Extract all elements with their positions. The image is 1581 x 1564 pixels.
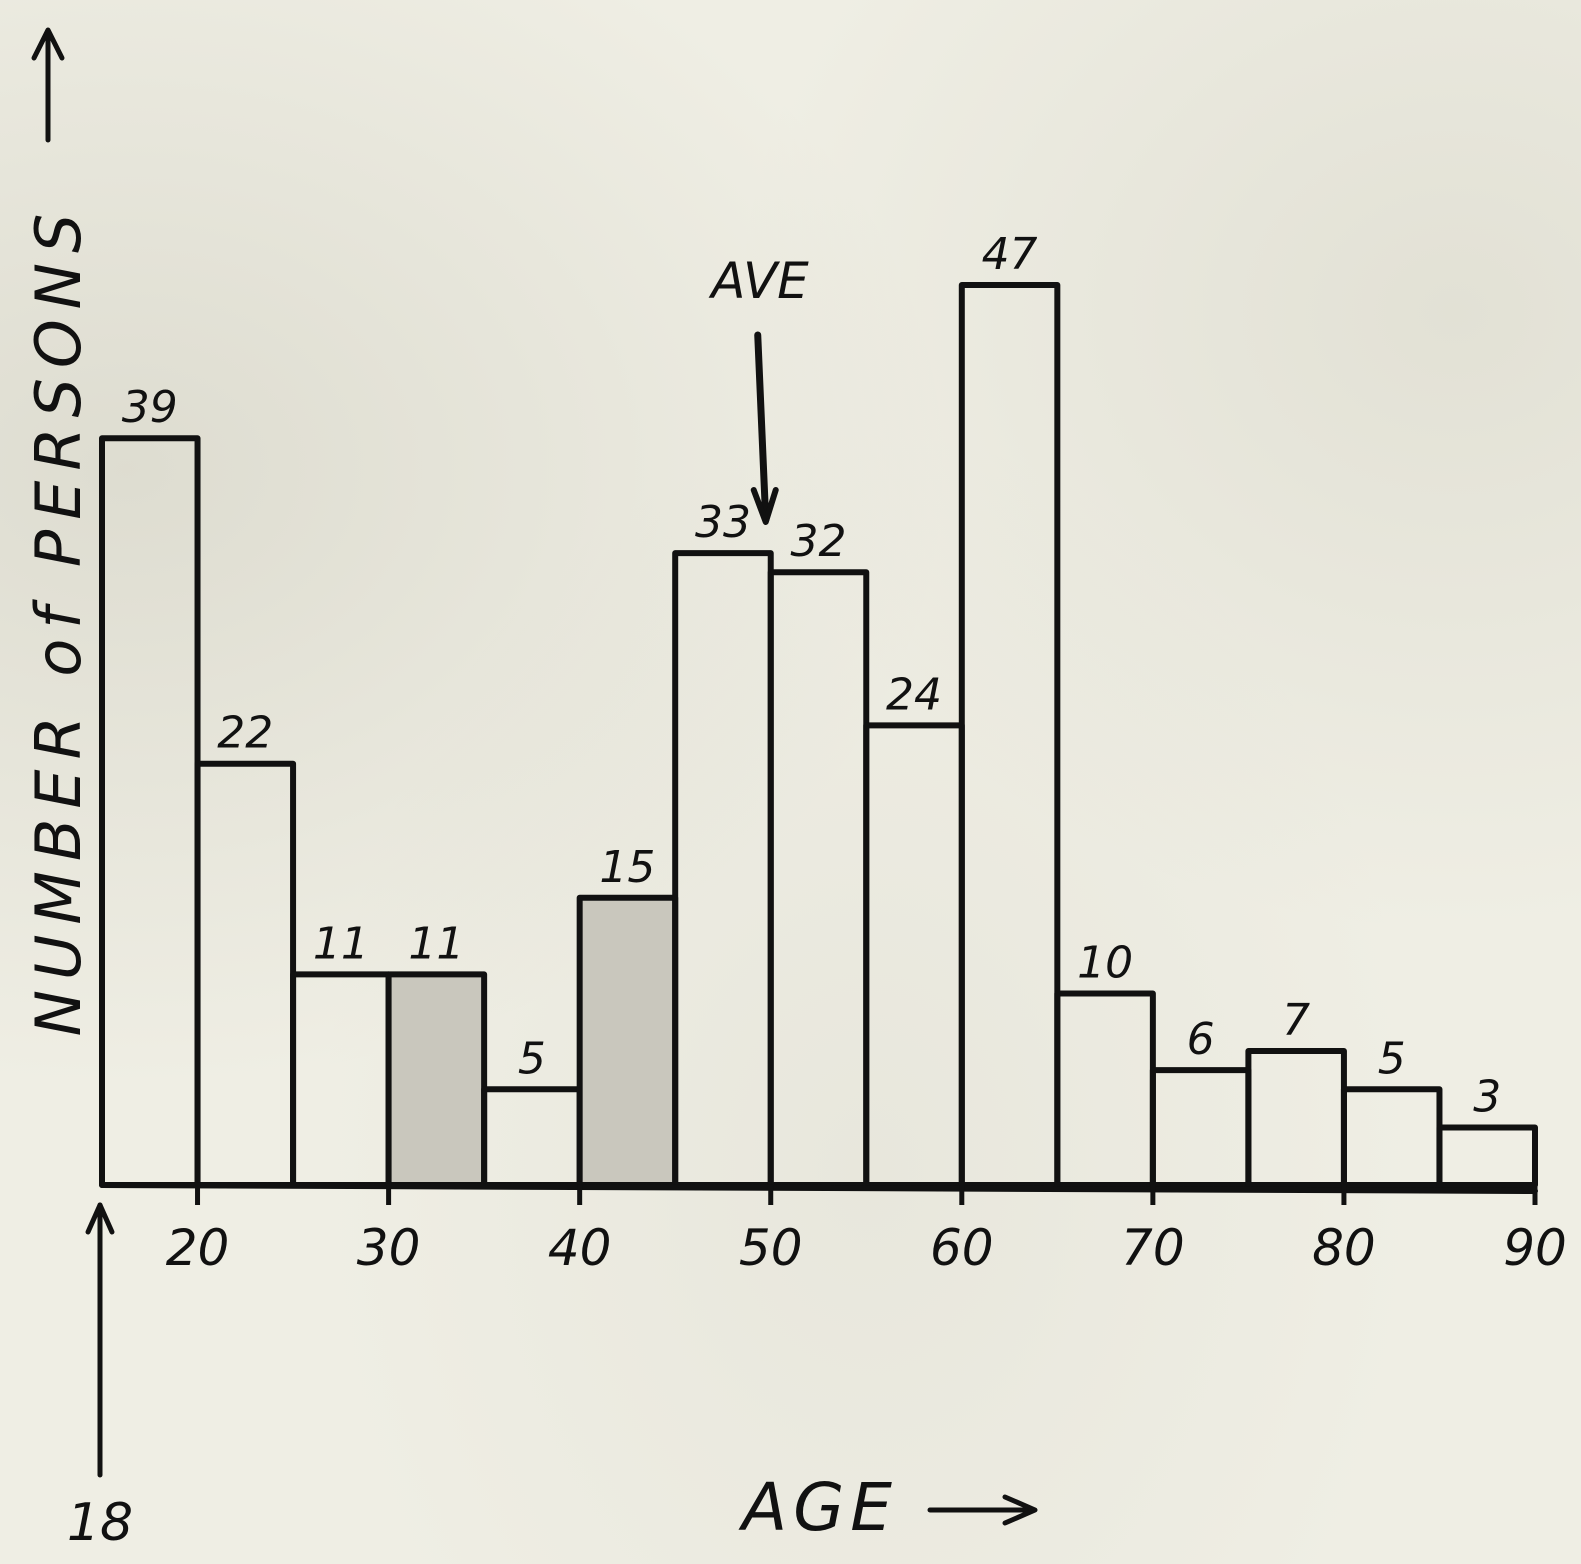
x-axis-label: AGE xyxy=(738,1469,898,1546)
bar-value-label: 33 xyxy=(695,497,751,548)
x-tick-label: 40 xyxy=(548,1219,612,1277)
bar-20 xyxy=(194,760,297,1188)
bar-value-label: 3 xyxy=(1473,1072,1501,1123)
y-axis-label: NUMBER of PERSONS xyxy=(22,204,95,1037)
x-tick-label: 90 xyxy=(1503,1219,1567,1277)
x-tick-label: 20 xyxy=(166,1219,230,1277)
bar-value-label: 47 xyxy=(982,229,1038,280)
bar-value-label: 11 xyxy=(408,918,464,969)
x-tick-label: 70 xyxy=(1121,1219,1185,1277)
bar-55 xyxy=(863,722,965,1188)
bar-15 xyxy=(99,435,201,1189)
bar-value-label: 22 xyxy=(217,708,273,759)
bar-value-label: 39 xyxy=(122,382,178,433)
x-axis-title-arrow-icon xyxy=(927,1494,1038,1526)
bar-value-label: 5 xyxy=(518,1033,546,1084)
bar-80 xyxy=(1340,1086,1443,1189)
bar-40 xyxy=(576,894,679,1188)
bar-75 xyxy=(1245,1047,1347,1188)
y-axis-arrow-icon xyxy=(31,27,65,143)
x-ticks-layer: 20 30 40 50 60 70 80 90 xyxy=(166,1185,1567,1277)
bar-50 xyxy=(767,569,870,1188)
bar-25 xyxy=(290,971,392,1188)
bar-60 xyxy=(958,282,1061,1188)
x-start-label: 18 xyxy=(67,1493,133,1553)
average-annotation-label: AVE xyxy=(708,252,809,310)
x-tick-label: 50 xyxy=(739,1219,803,1277)
bars-layer xyxy=(99,282,1539,1189)
x-tick-label: 60 xyxy=(930,1219,994,1277)
bar-45 xyxy=(672,550,774,1188)
bar-70 xyxy=(1149,1067,1252,1188)
bar-value-label: 32 xyxy=(791,516,847,567)
x-tick-label: 30 xyxy=(357,1219,421,1277)
bar-value-label: 15 xyxy=(599,842,655,893)
value-labels-layer: 39 22 11 11 5 15 33 32 24 47 10 6 7 5 3 xyxy=(122,229,1501,1123)
bar-value-label: 24 xyxy=(886,669,942,720)
bar-value-label: 6 xyxy=(1187,1014,1215,1065)
average-arrow-icon xyxy=(750,331,779,525)
bar-30 xyxy=(385,971,488,1188)
bar-85 xyxy=(1436,1124,1539,1189)
bar-value-label: 11 xyxy=(313,918,369,969)
x-start-arrow-icon xyxy=(85,1202,115,1478)
bar-35 xyxy=(481,1086,583,1189)
bar-value-label: 5 xyxy=(1378,1033,1406,1084)
bar-65 xyxy=(1054,990,1156,1188)
bar-value-label: 7 xyxy=(1282,995,1310,1046)
x-axis-line xyxy=(99,1182,1538,1194)
x-tick-label: 80 xyxy=(1312,1219,1376,1277)
bar-value-label: 10 xyxy=(1077,938,1133,989)
